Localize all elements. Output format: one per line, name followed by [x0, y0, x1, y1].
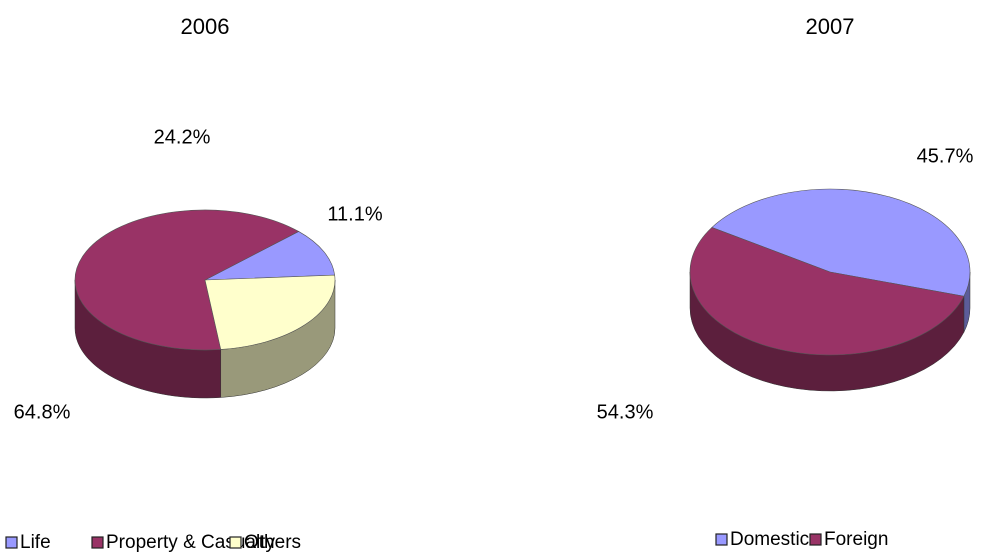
- chart-title: 2006: [181, 14, 230, 39]
- legend-label: Life: [20, 532, 51, 553]
- chart-title: 2007: [806, 14, 855, 39]
- data-label: 11.1%: [327, 203, 382, 225]
- pie-slice: [204, 231, 336, 281]
- legend-swatch: [229, 536, 242, 549]
- legend-swatch: [809, 533, 822, 546]
- legend-label: Others: [244, 532, 301, 553]
- data-label: 54.3%: [597, 401, 654, 423]
- legend-swatch: [715, 533, 728, 546]
- data-label: 24.2%: [154, 126, 211, 148]
- pie-slice: [204, 274, 336, 350]
- legend-label: Foreign: [824, 529, 888, 550]
- pie-slice: [711, 188, 971, 297]
- data-label: 64.8%: [14, 401, 71, 423]
- legend-swatch: [5, 536, 18, 549]
- pie-slice: [689, 227, 965, 356]
- legend-label: Domestic: [730, 529, 809, 550]
- legend-swatch: [91, 536, 104, 549]
- data-label: 45.7%: [917, 145, 974, 167]
- pie-slice: [74, 209, 300, 351]
